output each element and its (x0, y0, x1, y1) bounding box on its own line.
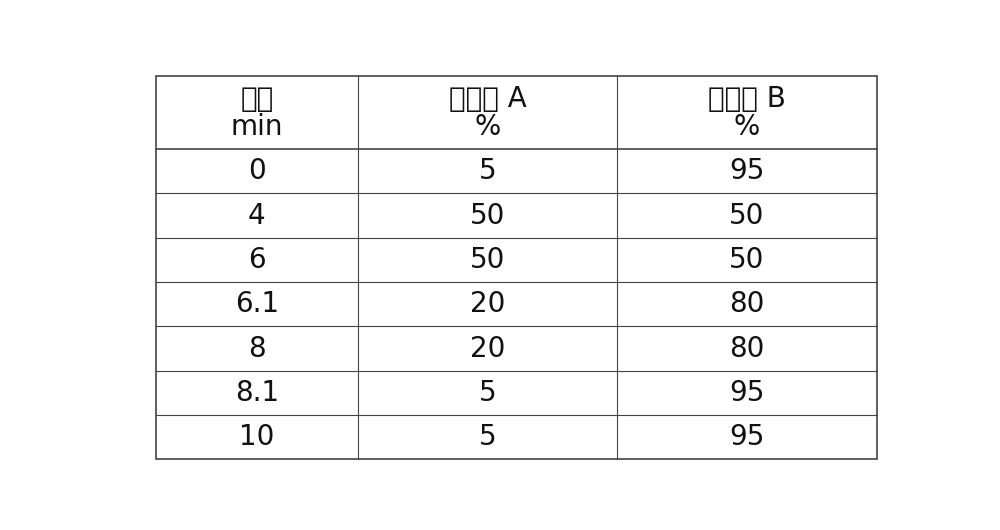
Text: 4: 4 (248, 201, 266, 229)
Text: 流动相 A: 流动相 A (449, 85, 526, 113)
Text: 50: 50 (470, 246, 505, 274)
Text: 5: 5 (479, 379, 496, 407)
Text: 20: 20 (470, 290, 505, 318)
Text: %: % (734, 113, 760, 141)
Text: 50: 50 (470, 201, 505, 229)
Text: 95: 95 (729, 379, 765, 407)
Text: 8.1: 8.1 (235, 379, 279, 407)
Text: min: min (231, 113, 283, 141)
Text: %: % (474, 113, 501, 141)
Text: 时间: 时间 (240, 85, 274, 113)
Text: 80: 80 (729, 334, 765, 363)
Text: 95: 95 (729, 423, 765, 451)
Text: 80: 80 (729, 290, 765, 318)
Text: 5: 5 (479, 423, 496, 451)
Text: 6: 6 (248, 246, 266, 274)
Text: 10: 10 (239, 423, 275, 451)
Text: 流动相 B: 流动相 B (708, 85, 786, 113)
Text: 6.1: 6.1 (235, 290, 279, 318)
Text: 50: 50 (729, 201, 765, 229)
Text: 50: 50 (729, 246, 765, 274)
Text: 95: 95 (729, 157, 765, 185)
Text: 20: 20 (470, 334, 505, 363)
Text: 5: 5 (479, 157, 496, 185)
Text: 8: 8 (248, 334, 266, 363)
Text: 0: 0 (248, 157, 266, 185)
